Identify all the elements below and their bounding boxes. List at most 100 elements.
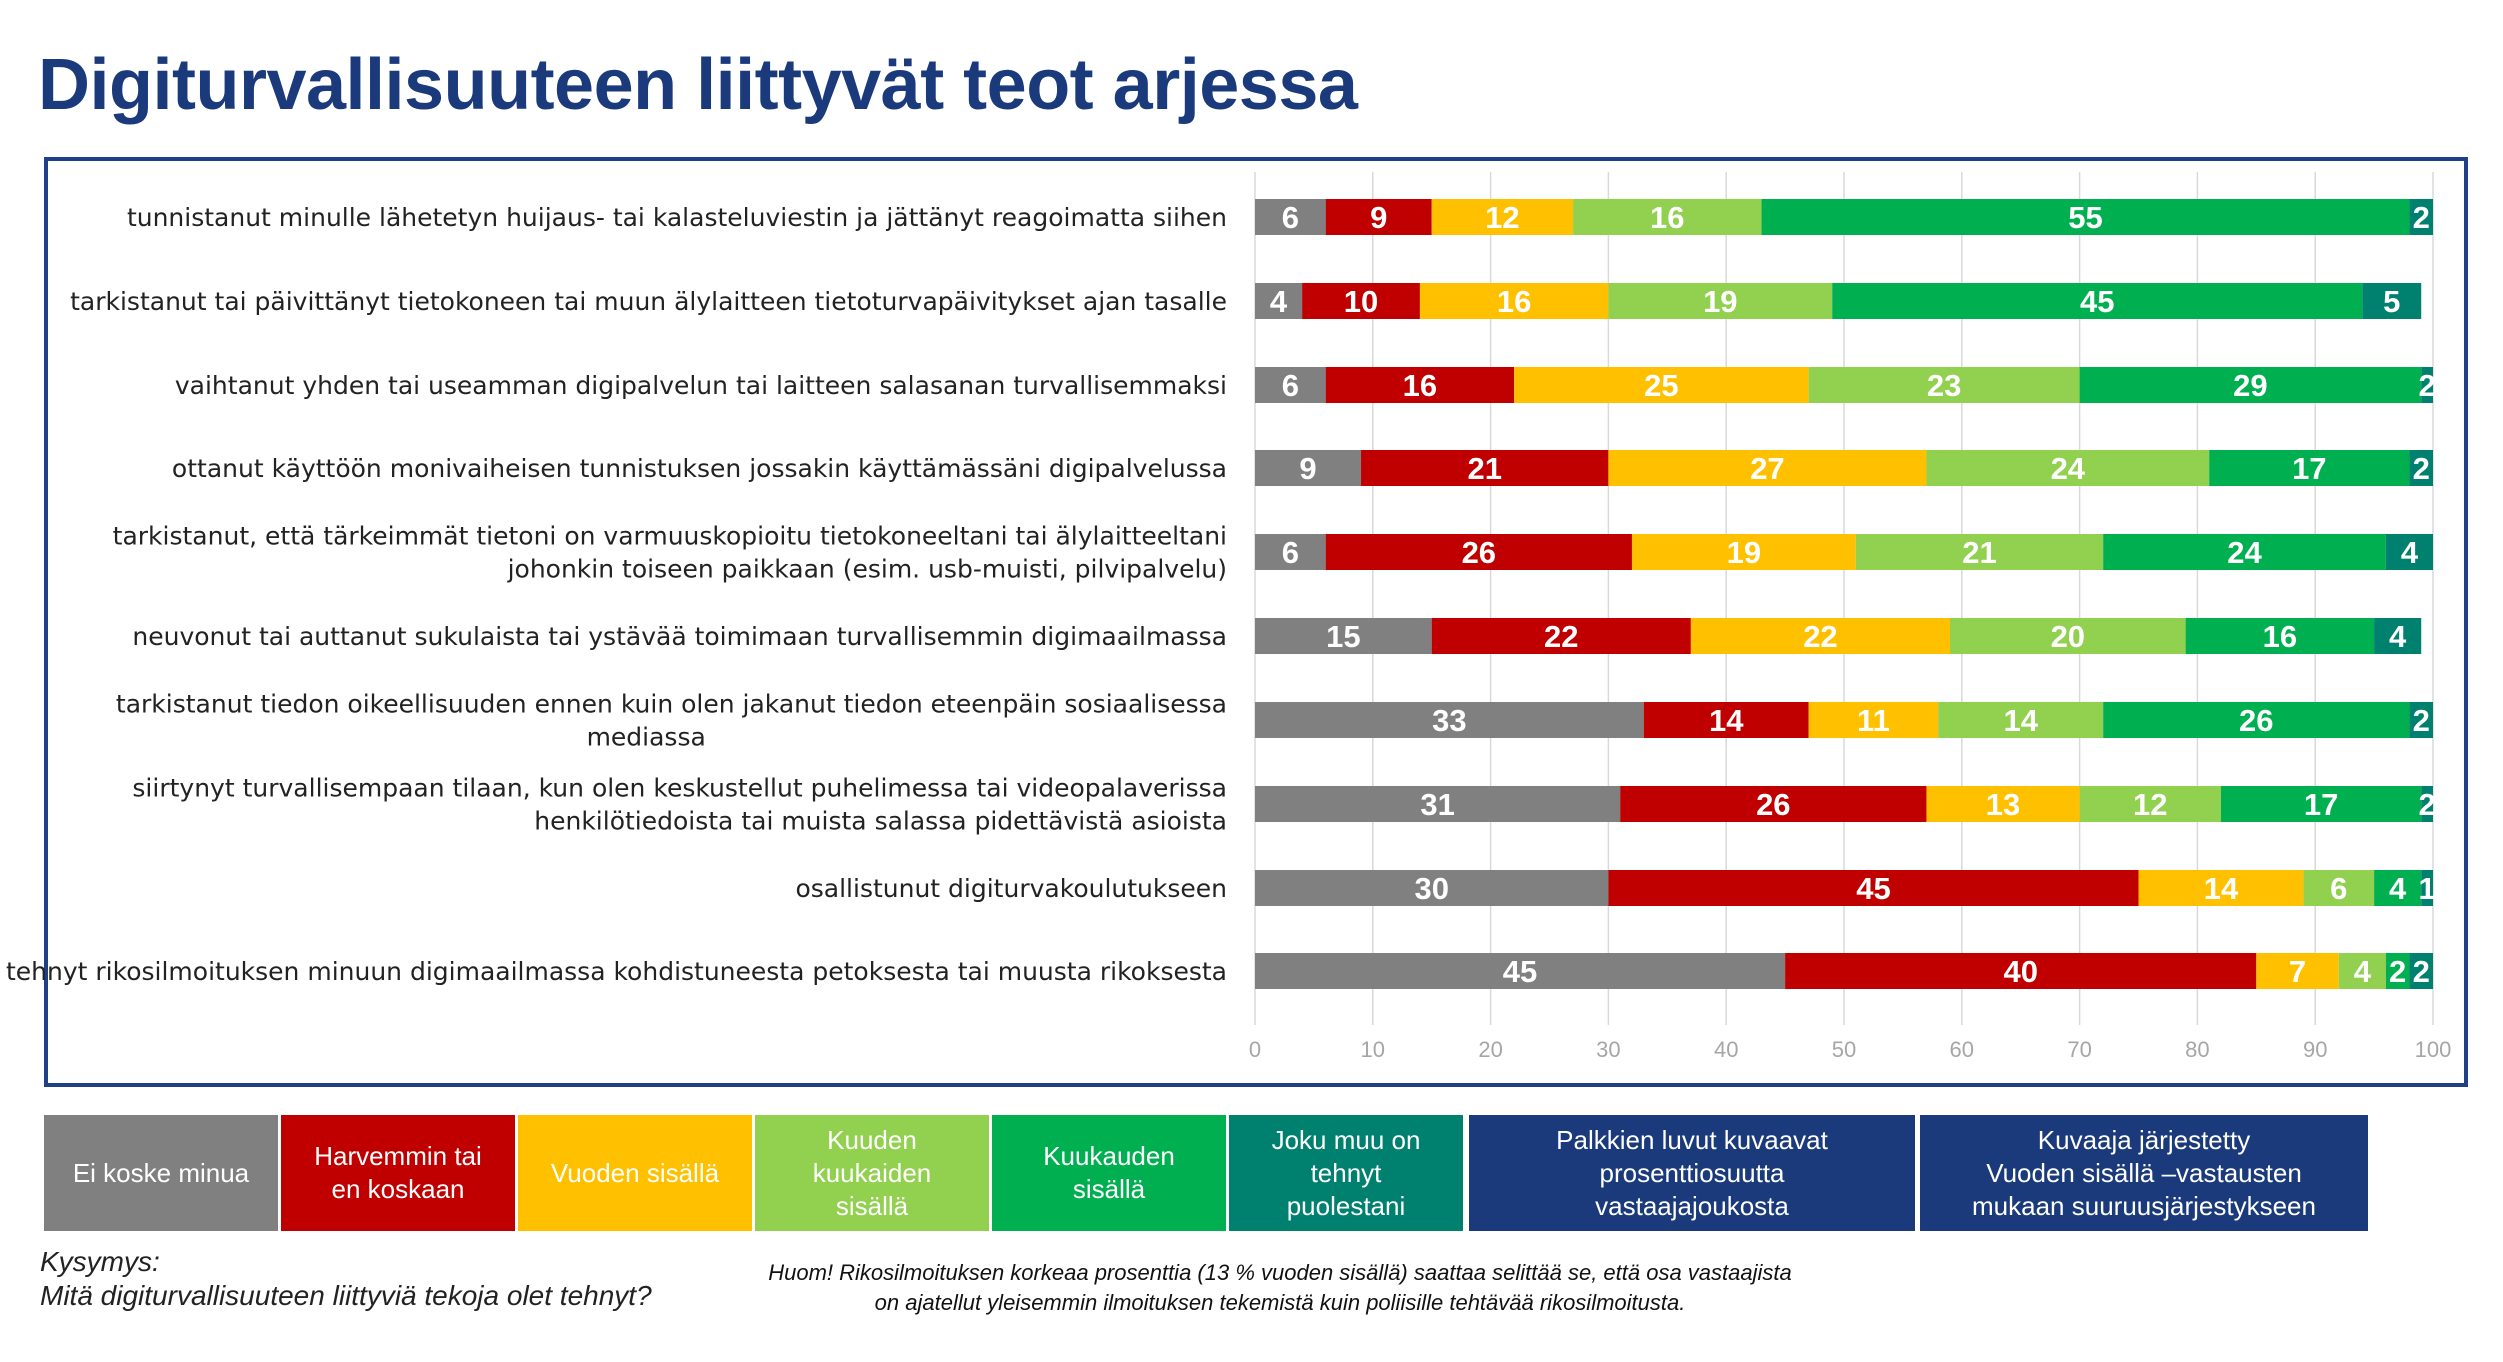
bar-segment <box>2421 870 2433 906</box>
chart-frame <box>44 157 2468 1087</box>
data-label: 16 <box>2263 619 2297 654</box>
bar-segment <box>1255 870 1609 906</box>
bar-segment <box>1255 702 1644 738</box>
data-label: 23 <box>1927 368 1961 403</box>
data-label: 16 <box>1650 200 1684 235</box>
legend-item: Harvemmin tai en koskaan <box>281 1115 515 1231</box>
data-label: 2 <box>2413 200 2430 235</box>
bar-segment <box>2103 534 2386 570</box>
category-label: tarkistanut, että tärkeimmät tietoni on … <box>113 522 1227 551</box>
bar-segment <box>1690 618 1951 654</box>
bar-segment <box>1808 367 2080 403</box>
bar-segment <box>1255 618 1432 654</box>
data-label: 45 <box>1856 871 1890 906</box>
bar-segment <box>1938 702 2104 738</box>
bar-segment <box>1255 283 1303 319</box>
bar-segment <box>1608 283 1833 319</box>
x-tick-label: 20 <box>1478 1037 1502 1062</box>
data-label: 24 <box>2051 451 2086 486</box>
data-label: 4 <box>2389 871 2407 906</box>
data-label: 9 <box>1299 451 1316 486</box>
bar-segment <box>2409 702 2433 738</box>
data-label: 27 <box>1750 451 1784 486</box>
bar-segment <box>2362 283 2422 319</box>
bar-segment <box>1808 702 1939 738</box>
bar-segment <box>1761 199 2410 235</box>
category-label: neuvonut tai auttanut sukulaista tai yst… <box>132 622 1227 651</box>
x-tick-label: 90 <box>2303 1037 2327 1062</box>
bar-segment <box>1620 786 1927 822</box>
data-label: 31 <box>1420 787 1454 822</box>
data-label: 16 <box>1497 284 1531 319</box>
category-label: johonkin toiseen paikkaan (esim. usb-mui… <box>507 555 1227 584</box>
data-label: 6 <box>2330 871 2347 906</box>
data-label: 20 <box>2051 619 2085 654</box>
category-label: mediassa <box>587 723 706 752</box>
bar-segment <box>1255 534 1326 570</box>
data-label: 12 <box>1485 200 1519 235</box>
x-tick-label: 0 <box>1249 1037 1261 1062</box>
data-label: 25 <box>1644 368 1678 403</box>
bar-segment <box>1255 786 1621 822</box>
data-label: 22 <box>1803 619 1837 654</box>
x-tick-label: 30 <box>1596 1037 1620 1062</box>
bar-segment <box>1255 199 1326 235</box>
data-label: 4 <box>2354 954 2372 989</box>
bar-segment <box>1631 534 1856 570</box>
bar-segment <box>2374 870 2422 906</box>
bar-segment <box>1325 534 1632 570</box>
category-label: osallistunut digiturvakoulutukseen <box>795 874 1227 903</box>
data-label: 2 <box>2413 703 2430 738</box>
data-label: 6 <box>1282 200 1299 235</box>
bar-segment <box>1431 199 1574 235</box>
category-label: siirtynyt turvallisempaan tilaan, kun ol… <box>132 774 1227 803</box>
bar-segment <box>1950 618 2186 654</box>
data-label: 1 <box>2418 871 2435 906</box>
bar-segment <box>2421 786 2433 822</box>
bar-segment <box>1608 870 2139 906</box>
bar-segment <box>1643 702 1809 738</box>
category-label: tarkistanut tai päivittänyt tietokoneen … <box>70 287 1227 316</box>
data-label: 55 <box>2068 200 2102 235</box>
bar-segment <box>1832 283 2363 319</box>
bar-segment <box>1514 367 1809 403</box>
data-label: 14 <box>2204 871 2239 906</box>
footnote: Huom! Rikosilmoituksen korkeaa prosentti… <box>768 1260 1792 1315</box>
category-label: tehnyt rikosilmoituksen minuun digimaail… <box>6 957 1227 986</box>
bar-segment <box>2421 367 2433 403</box>
x-tick-label: 50 <box>1832 1037 1856 1062</box>
data-label: 45 <box>1503 954 1537 989</box>
category-label: vaihtanut yhden tai useamman digipalvelu… <box>175 371 1227 400</box>
bar-segment <box>1255 953 1786 989</box>
data-label: 2 <box>2413 451 2430 486</box>
data-label: 6 <box>1282 368 1299 403</box>
data-label: 17 <box>2292 451 2326 486</box>
bar-segment <box>2374 618 2422 654</box>
bar-segment <box>2220 786 2422 822</box>
data-label: 26 <box>1756 787 1790 822</box>
chart-title: Digiturvallisuuteen liittyvät teot arjes… <box>38 45 1358 125</box>
data-label: 17 <box>2304 787 2338 822</box>
bar-segment <box>2079 786 2221 822</box>
data-label: 2 <box>2389 954 2406 989</box>
x-tick-label: 80 <box>2185 1037 2209 1062</box>
data-label: 16 <box>1403 368 1437 403</box>
data-label: 29 <box>2233 368 2267 403</box>
bar-segment <box>2409 953 2433 989</box>
bar-segment <box>2385 534 2433 570</box>
x-tick-label: 100 <box>2415 1037 2452 1062</box>
legend-item: Vuoden sisällä <box>518 1115 752 1231</box>
data-label: 2 <box>2418 787 2435 822</box>
bar-segment <box>2409 199 2433 235</box>
data-label: 21 <box>1962 535 1996 570</box>
bar-segment <box>2185 618 2375 654</box>
bar-segment <box>2303 870 2375 906</box>
data-label: 19 <box>1727 535 1761 570</box>
question-text: Kysymys: Mitä digiturvallisuuteen liitty… <box>40 1246 652 1311</box>
bar-segment <box>2209 450 2410 486</box>
x-tick-label: 10 <box>1361 1037 1385 1062</box>
legend-item: Kuvaaja järjestetty Vuoden sisällä –vast… <box>1920 1115 2368 1231</box>
bar-segment <box>1255 450 1362 486</box>
data-label: 2 <box>2418 368 2435 403</box>
